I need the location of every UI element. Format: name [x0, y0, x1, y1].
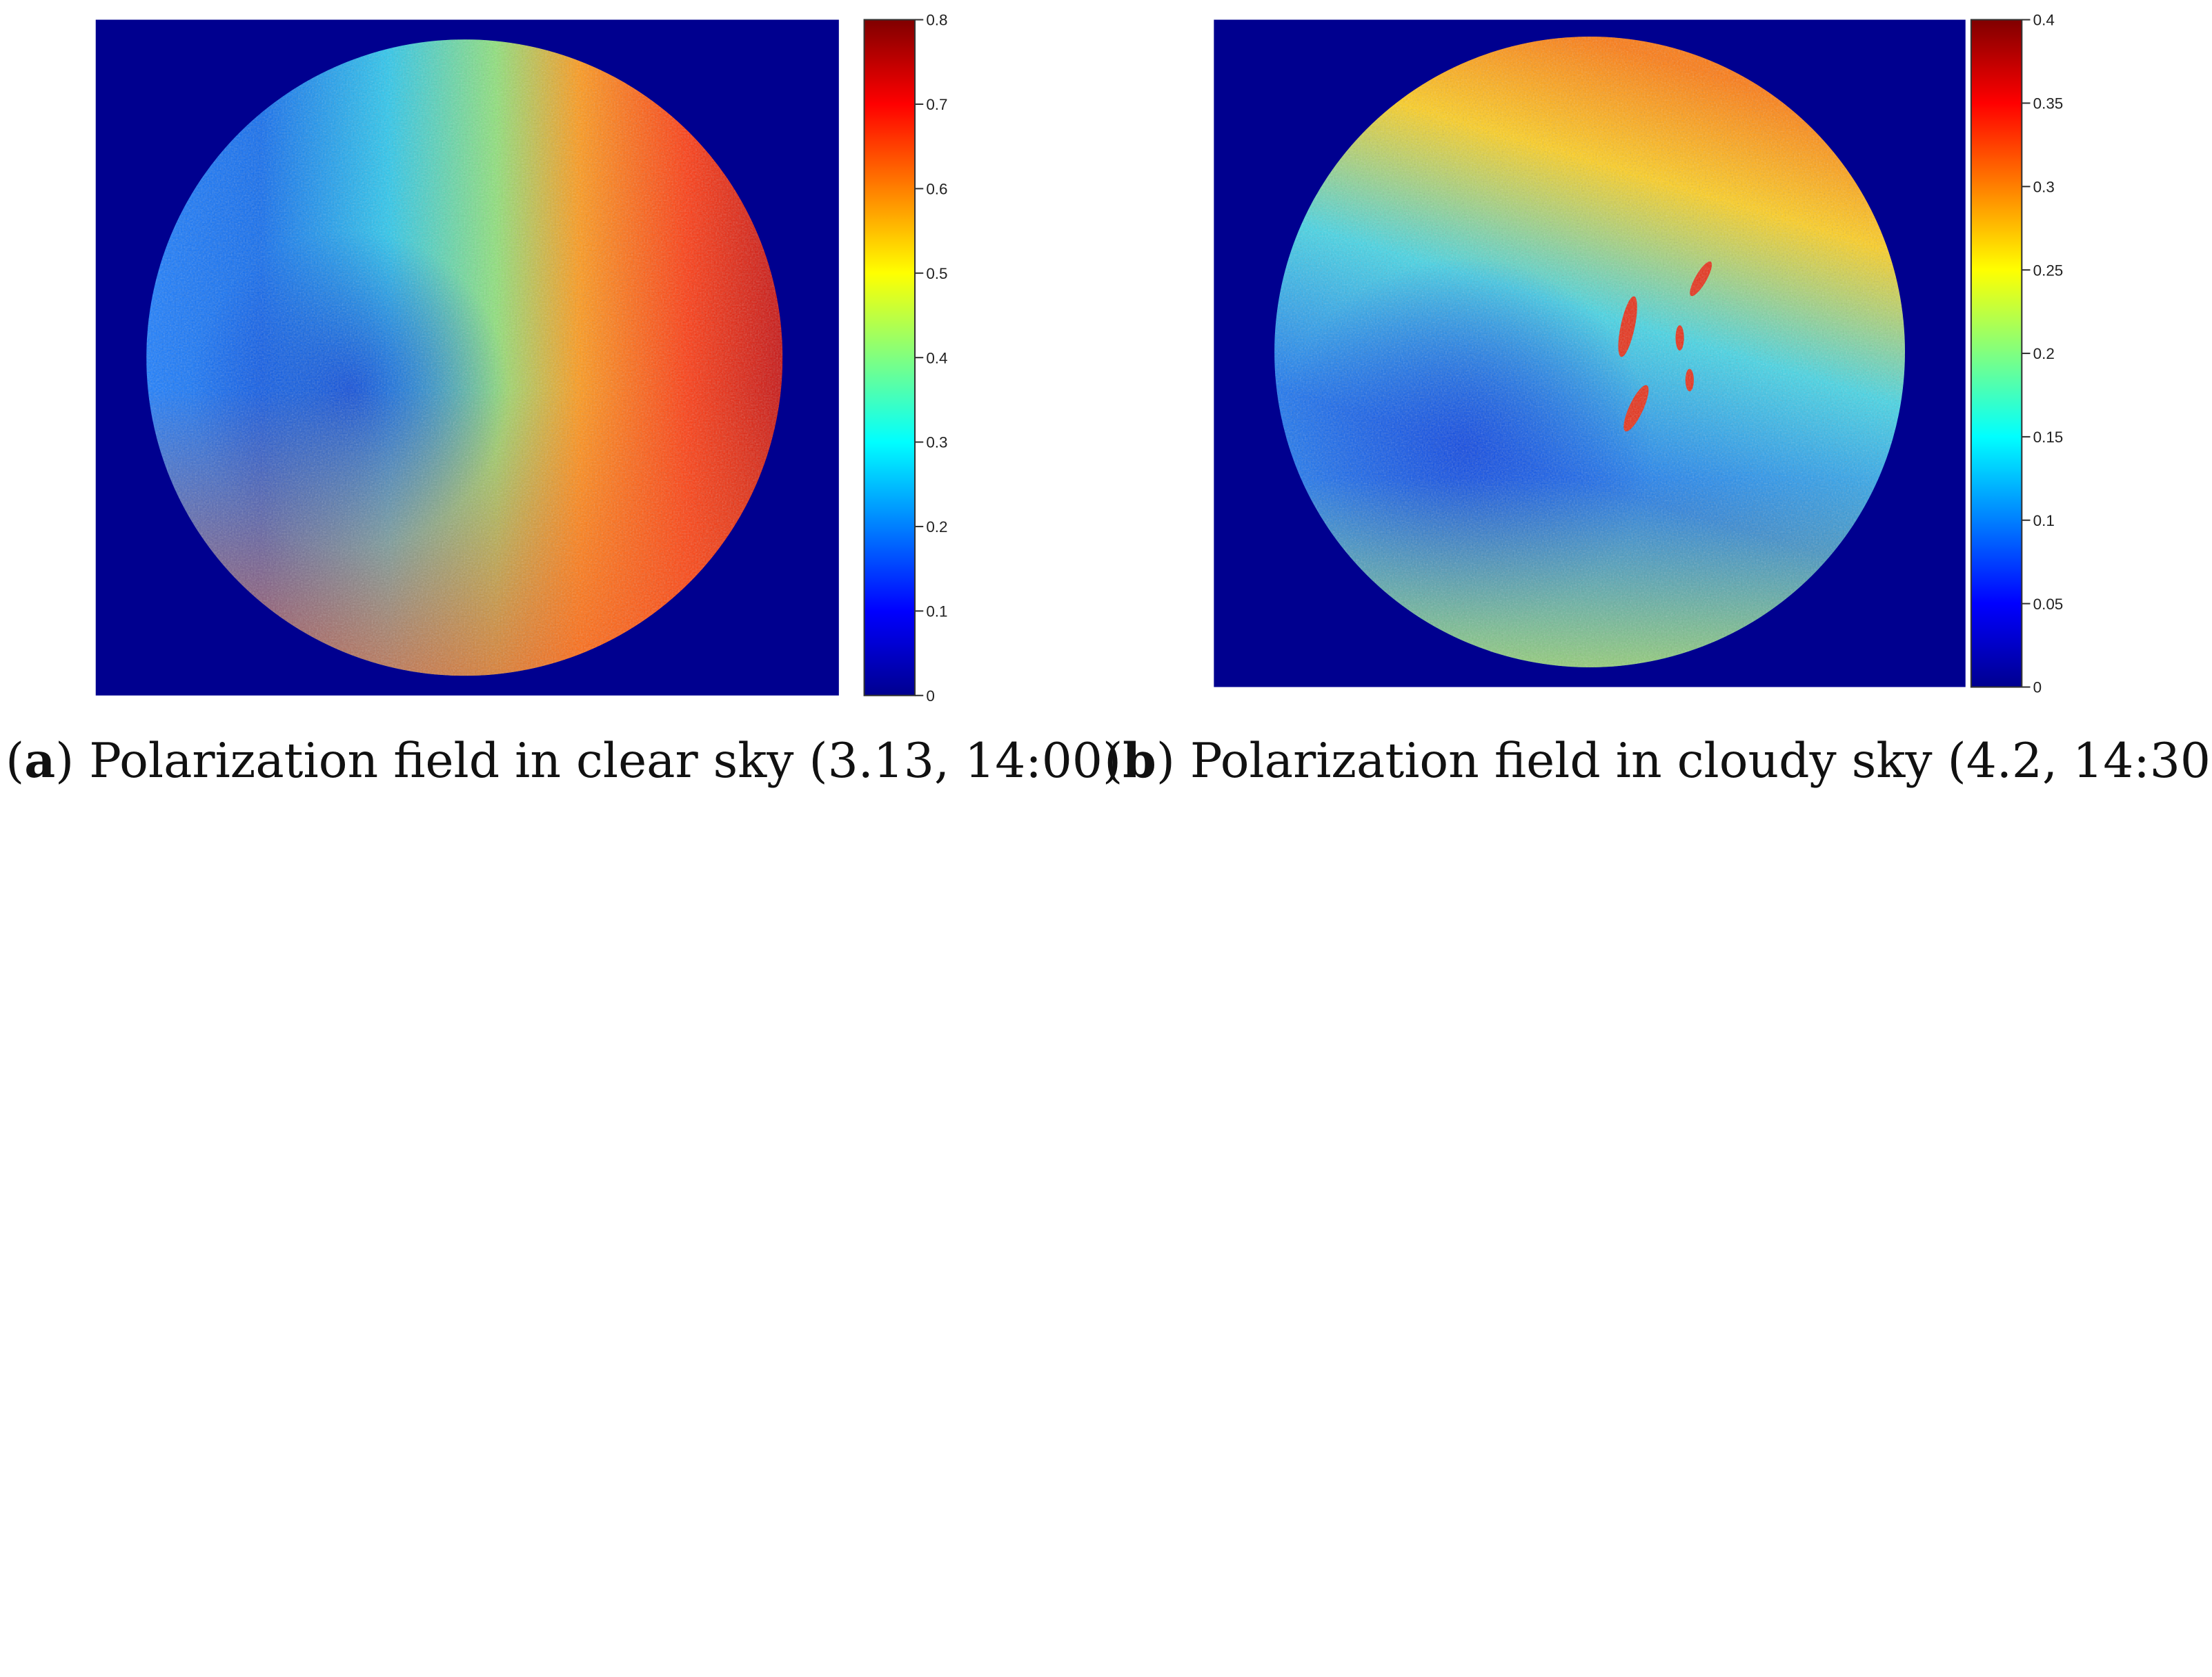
colorbar-tick-label: 0.1: [2033, 512, 2055, 529]
colorbar-tick-label: 0.4: [926, 349, 947, 366]
colorbar-tick-label: 0.05: [2033, 596, 2064, 613]
panel-b: 0 0.05 0.1 0.15 0.2 0.25 0.3 0.35 0.4 (b) Polari…: [1104, 0, 2212, 1677]
colorbar-b-ticks: 0 0.05 0.1 0.15 0.2 0.25 0.3 0.35 0.4: [2022, 12, 2063, 696]
colorbar-tick-label: 0.3: [2033, 178, 2055, 195]
colorbar-tick-label: 0: [2033, 679, 2042, 696]
polarization-map-clear: 0 0.1 0.2 0.3 0.4 0.5 0.6 0.7 0.8: [95, 12, 947, 705]
colorbar-tick-label: 0.1: [926, 603, 947, 620]
colorbar-tick-label: 0.4: [2033, 12, 2055, 29]
caption-b: (b) Polarization field in cloudy sky (4.…: [1104, 733, 2212, 790]
colorbar-tick-label: 0.8: [926, 12, 947, 29]
colorbar-tick-label: 0.7: [926, 96, 947, 113]
colorbar-tick-label: 0: [926, 687, 934, 705]
colorbar-tick-label: 0.3: [926, 434, 947, 451]
colorbar-b: [1970, 19, 2023, 688]
polarization-map-cloudy: 0 0.05 0.1 0.15 0.2 0.25 0.3 0.35 0.4: [1214, 12, 2063, 696]
colorbar-a-ticks: 0 0.1 0.2 0.3 0.4 0.5 0.6 0.7 0.8: [914, 12, 947, 705]
colorbar-tick-label: 0.15: [2033, 429, 2064, 446]
colorbar-tick-label: 0.2: [926, 518, 947, 536]
colorbar-a: [863, 19, 916, 696]
colorbar-tick-label: 0.25: [2033, 262, 2064, 279]
colorbar-tick-label: 0.6: [926, 181, 947, 198]
colorbar-tick-label: 0.35: [2033, 95, 2064, 112]
colorbar-tick-label: 0.5: [926, 265, 947, 282]
caption-a: (a) Polarization field in clear sky (3.1…: [6, 733, 1122, 790]
colorbar-tick-label: 0.2: [2033, 345, 2055, 362]
